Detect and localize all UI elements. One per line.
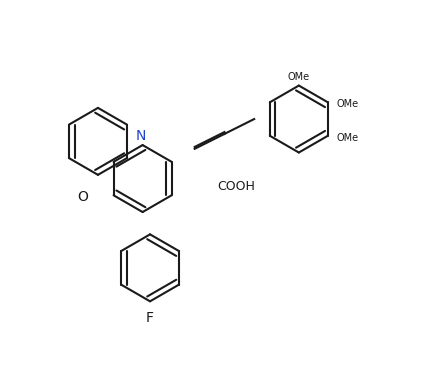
Text: N: N xyxy=(135,129,146,143)
Text: OMe: OMe xyxy=(336,99,358,109)
Text: COOH: COOH xyxy=(217,180,255,192)
Text: OMe: OMe xyxy=(336,133,358,142)
Text: O: O xyxy=(78,190,89,204)
Text: F: F xyxy=(146,311,154,325)
Text: OMe: OMe xyxy=(288,72,310,82)
